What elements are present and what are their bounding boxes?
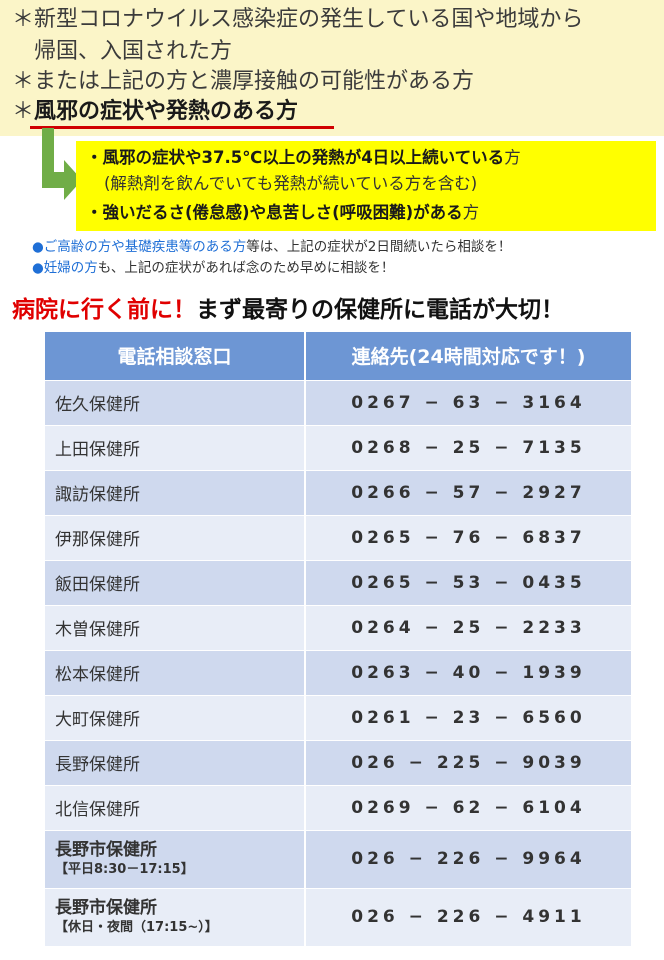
symptoms-box	[76, 141, 656, 231]
note-2: ●妊婦の方も、上記の症状があれば念のため早めに相談を！	[32, 260, 395, 276]
symptom-1-sub: (解熱剤を飲んでいても発熱が続いている方を含む)	[104, 174, 478, 193]
phone-number: 0263 − 40 − 1939	[305, 649, 631, 695]
criteria-box	[0, 0, 664, 136]
table-row: 伊那保健所 0265 − 76 − 6837	[45, 514, 631, 560]
table-header: 電話相談窓口 連絡先(24時間対応です！)	[45, 332, 631, 380]
table-row: 長野市保健所 【休日・夜間（17:15~）】 026 − 226 − 4911	[45, 887, 631, 946]
criteria-item-2: ＊または上記の方と濃厚接触の可能性がある方	[12, 69, 475, 94]
phone-number: 0265 − 53 − 0435	[305, 559, 631, 605]
table-row: 木曽保健所 0264 − 25 − 2233	[45, 604, 631, 650]
table-row: 諏訪保健所 0266 − 57 − 2927	[45, 469, 631, 515]
phone-number: 026 − 226 − 9964	[305, 829, 631, 888]
table-row: 長野保健所 026 − 225 − 9039	[45, 739, 631, 785]
column-header-phone: 連絡先(24時間対応です！)	[305, 332, 631, 380]
table-row: 北信保健所 0269 − 62 − 6104	[45, 784, 631, 830]
table-row: 佐久保健所 0267 − 63 − 3164	[45, 379, 631, 425]
arrow-right-icon	[42, 128, 82, 200]
contact-table: 電話相談窓口 連絡先(24時間対応です！) 佐久保健所 0267 − 63 − 3…	[45, 332, 631, 946]
table-row: 上田保健所 0268 − 25 − 7135	[45, 424, 631, 470]
table-row: 大町保健所 0261 − 23 − 6560	[45, 694, 631, 740]
symptom-2: ・強いだるさ(倦怠感)や息苦しさ(呼吸困難)がある方	[86, 203, 480, 222]
headline: 病院に行く前に！まず最寄りの保健所に電話が大切！	[12, 297, 564, 323]
phone-number: 026 − 226 − 4911	[305, 887, 631, 946]
phone-number: 0266 − 57 − 2927	[305, 469, 631, 515]
criteria-item-1: ＊新型コロナウイルス感染症の発生している国や地域から	[12, 7, 584, 32]
phone-number: 0264 − 25 − 2233	[305, 604, 631, 650]
column-header-office: 電話相談窓口	[45, 332, 306, 380]
phone-number: 026 − 225 − 9039	[305, 739, 631, 785]
table-row: 飯田保健所 0265 − 53 − 0435	[45, 559, 631, 605]
criteria-underline	[30, 126, 334, 129]
criteria-item-3: ＊風邪の症状や発熱のある方	[12, 99, 299, 124]
table-row: 長野市保健所 【平日8:30－17:15】 026 − 226 − 9964	[45, 829, 631, 888]
symptom-1: ・風邪の症状や37.5℃以上の発熱が4日以上続いている方	[86, 148, 521, 167]
phone-number: 0265 − 76 − 6837	[305, 514, 631, 560]
phone-number: 0267 − 63 − 3164	[305, 379, 631, 425]
phone-number: 0269 − 62 − 6104	[305, 784, 631, 830]
phone-number: 0261 − 23 − 6560	[305, 694, 631, 740]
note-1: ●ご高齢の方や基礎疾患等のある方等は、上記の症状が2日間続いたら相談を！	[32, 239, 512, 255]
table-row: 松本保健所 0263 − 40 − 1939	[45, 649, 631, 695]
criteria-item-1-cont: 帰国、入国された方	[34, 39, 233, 64]
phone-number: 0268 − 25 − 7135	[305, 424, 631, 470]
